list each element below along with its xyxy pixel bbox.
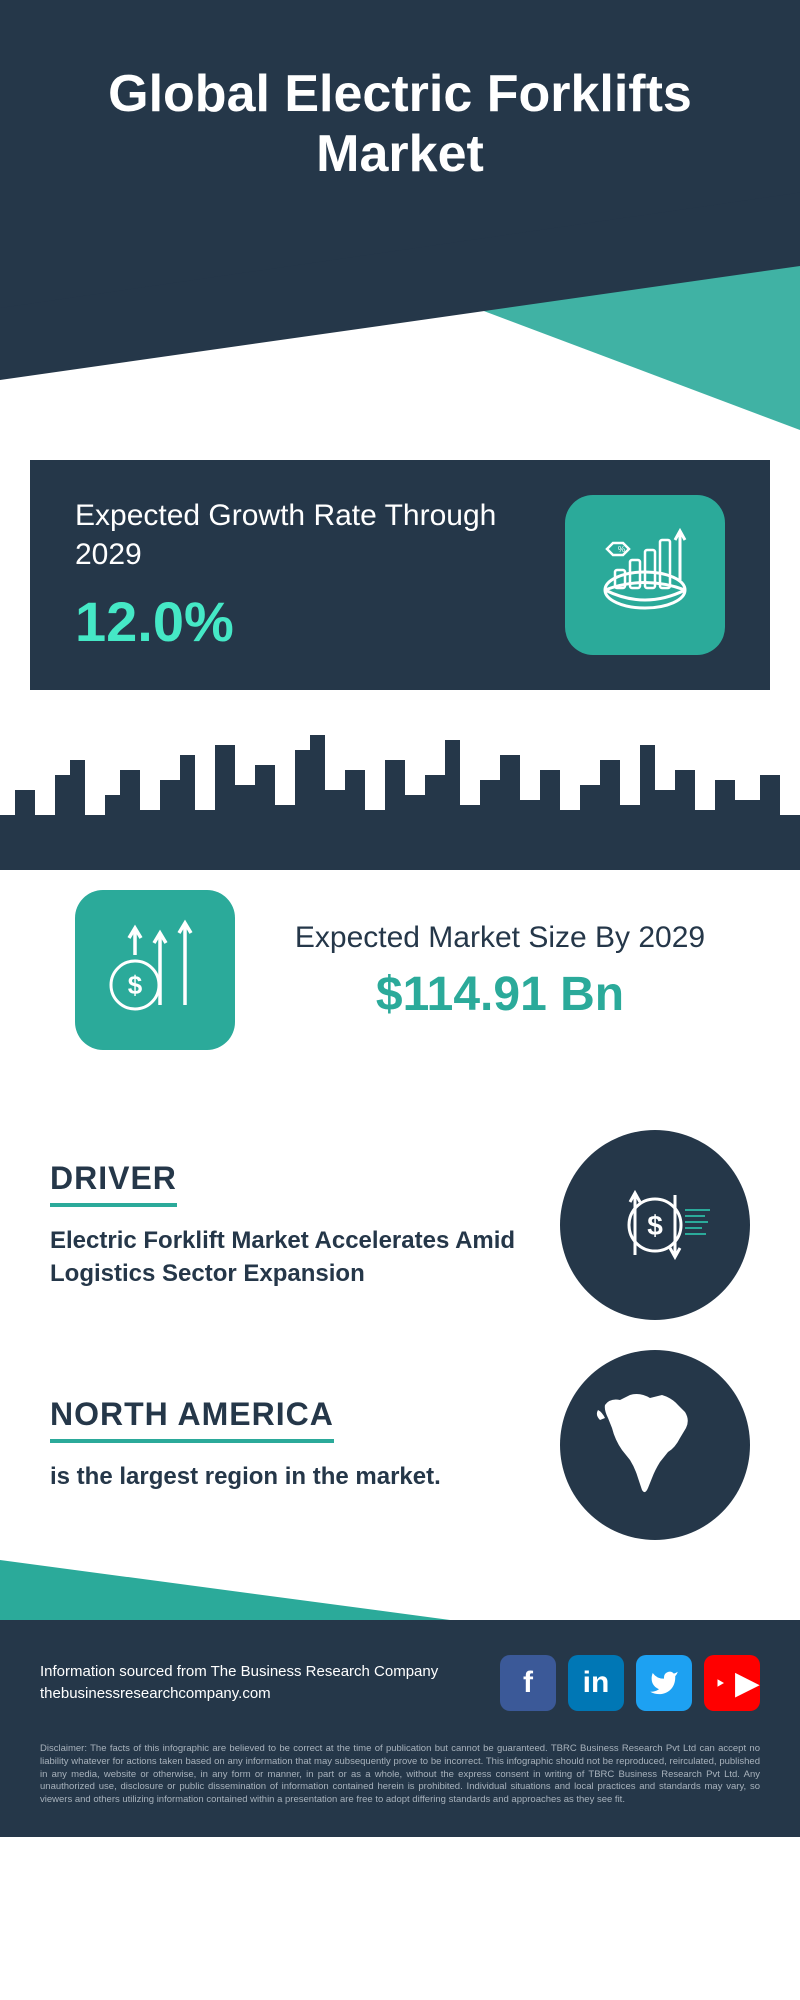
- globe-chart-icon: %: [585, 515, 705, 635]
- region-section: NORTH AMERICA is the largest region in t…: [50, 1350, 750, 1540]
- header: Global Electric Forklifts Market: [0, 0, 800, 460]
- svg-text:$: $: [128, 970, 143, 1000]
- svg-text:%: %: [618, 545, 625, 554]
- growth-label: Expected Growth Rate Through 2029: [75, 496, 565, 574]
- growth-value: 12.0%: [75, 589, 565, 654]
- growth-text: Expected Growth Rate Through 2029 12.0%: [75, 496, 565, 654]
- driver-section: DRIVER Electric Forklift Market Accelera…: [50, 1130, 750, 1320]
- market-card: $ Expected Market Size By 2029 $114.91 B…: [30, 870, 770, 1100]
- exchange-icon: $: [590, 1160, 720, 1290]
- driver-title: DRIVER: [50, 1160, 177, 1207]
- footer-url: thebusinessresearchcompany.com: [40, 1683, 438, 1706]
- facebook-icon[interactable]: f: [500, 1655, 556, 1711]
- region-icon: [560, 1350, 750, 1540]
- driver-body: Electric Forklift Market Accelerates Ami…: [50, 1225, 530, 1290]
- driver-icon: $: [560, 1130, 750, 1320]
- market-label: Expected Market Size By 2029: [275, 918, 725, 957]
- social-links: f in ▶: [500, 1655, 760, 1711]
- footer-text: Information sourced from The Business Re…: [40, 1661, 438, 1706]
- skyline-divider: [0, 720, 800, 870]
- footer: Information sourced from The Business Re…: [0, 1620, 800, 1837]
- market-value: $114.91 Bn: [275, 967, 725, 1022]
- region-text: NORTH AMERICA is the largest region in t…: [50, 1396, 530, 1493]
- disclaimer: Disclaimer: The facts of this infographi…: [0, 1731, 800, 1837]
- driver-text: DRIVER Electric Forklift Market Accelera…: [50, 1160, 530, 1290]
- page-title: Global Electric Forklifts Market: [50, 65, 750, 185]
- north-america-icon: [580, 1370, 730, 1520]
- svg-text:$: $: [647, 1210, 663, 1241]
- infographic: Global Electric Forklifts Market Expecte…: [0, 0, 800, 1837]
- dollar-arrows-icon: $: [95, 910, 215, 1030]
- growth-icon: %: [565, 495, 725, 655]
- region-title: NORTH AMERICA: [50, 1396, 334, 1443]
- youtube-icon[interactable]: ▶: [704, 1655, 760, 1711]
- market-icon: $: [75, 890, 235, 1050]
- footer-content: Information sourced from The Business Re…: [0, 1620, 800, 1731]
- linkedin-icon[interactable]: in: [568, 1655, 624, 1711]
- growth-card: Expected Growth Rate Through 2029 12.0% …: [30, 460, 770, 690]
- footer-source: Information sourced from The Business Re…: [40, 1661, 438, 1684]
- region-body: is the largest region in the market.: [50, 1461, 530, 1493]
- footer-accent: [0, 1560, 450, 1620]
- twitter-icon[interactable]: [636, 1655, 692, 1711]
- market-text: Expected Market Size By 2029 $114.91 Bn: [275, 918, 725, 1022]
